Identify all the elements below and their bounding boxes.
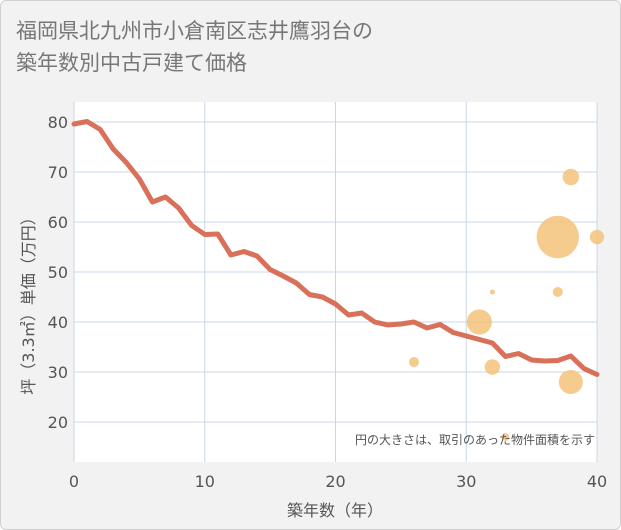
chart-title-line-2: 築年数別中古戸建て価格: [16, 51, 247, 75]
bubble-point-6: [552, 287, 563, 297]
grid-lines: [73, 102, 598, 462]
y-tick-40: 40: [48, 313, 68, 332]
bubble-point-8: [558, 369, 583, 395]
y-tick-labels: 20 30 40 50 60 70 80: [48, 113, 68, 432]
x-tick-labels: 0 10 20 30 40: [69, 472, 607, 491]
bubble-point-1: [466, 309, 492, 335]
x-tick-30: 30: [456, 472, 476, 491]
bubble-size-note: 円の大きさは、取引のあった物件面積を示す: [355, 432, 595, 447]
x-tick-0: 0: [69, 472, 79, 491]
bubble-point-4: [501, 433, 510, 441]
x-tick-10: 10: [195, 472, 215, 491]
x-axis-label: 築年数（年）: [287, 501, 383, 520]
average-price-line: [71, 119, 600, 377]
y-axis-label: 坪（3.3㎡）単価（万円）: [19, 209, 38, 394]
chart-title-line-1: 福岡県北九州市小倉南区志井鷹羽台の: [16, 19, 373, 43]
chart-title: 福岡県北九州市小倉南区志井鷹羽台の 築年数別中古戸建て価格: [16, 15, 373, 79]
x-tick-20: 20: [325, 472, 345, 491]
y-tick-80: 80: [48, 113, 68, 132]
x-tick-40: 40: [587, 472, 607, 491]
bubble-point-2: [489, 289, 495, 295]
y-tick-70: 70: [48, 163, 68, 182]
y-tick-20: 20: [48, 413, 68, 432]
bubble-point-9: [589, 229, 605, 245]
line-series: [71, 119, 600, 377]
bubble-point-7: [562, 168, 580, 186]
bubble-series: [408, 168, 605, 441]
bubble-point-5: [536, 215, 579, 259]
bubble-point-0: [408, 357, 419, 367]
y-tick-60: 60: [48, 213, 68, 232]
bubble-point-3: [484, 359, 501, 375]
y-tick-50: 50: [48, 263, 68, 282]
y-tick-30: 30: [48, 363, 68, 382]
